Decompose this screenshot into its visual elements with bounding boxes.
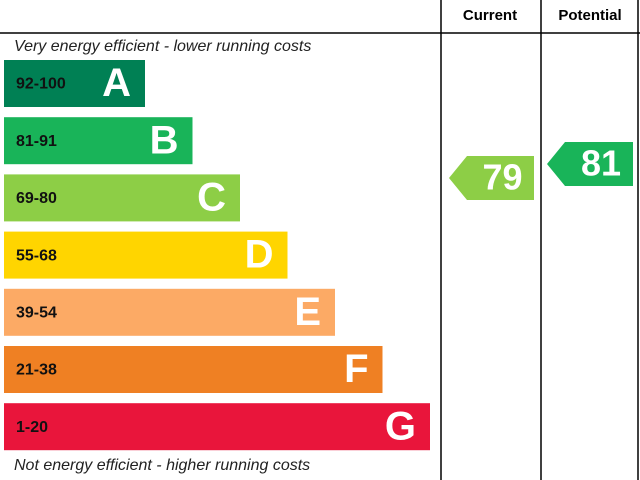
band-bar [4,288,335,336]
current-arrow [449,156,534,200]
band-bar [4,346,383,393]
band-range: 1-20 [16,419,48,436]
band-bar [4,117,193,165]
potential-arrow [547,142,633,186]
band-range: 21-38 [16,362,57,379]
current-value: 79 [482,157,522,198]
header-current: Current [463,7,517,24]
band-letter: F [344,347,368,391]
band-letter: D [245,233,274,277]
band-range: 69-80 [16,190,57,207]
header-potential: Potential [558,7,621,24]
band-letter: G [385,404,416,448]
band-bar [4,403,430,451]
band-range: 55-68 [16,247,57,264]
band-bar [4,60,145,107]
potential-value: 81 [581,143,621,184]
bottom-note: Not energy efficient - higher running co… [14,457,310,474]
band-range: 81-91 [16,133,57,150]
band-range: 39-54 [16,305,57,322]
band-range: 92-100 [16,76,66,93]
band-letter: B [150,118,179,162]
band-letter: C [197,175,226,219]
top-note: Very energy efficient - lower running co… [14,38,311,55]
band-bar [4,231,288,279]
band-bar [4,174,240,222]
band-letter: E [294,290,321,334]
band-letter: A [102,61,131,105]
